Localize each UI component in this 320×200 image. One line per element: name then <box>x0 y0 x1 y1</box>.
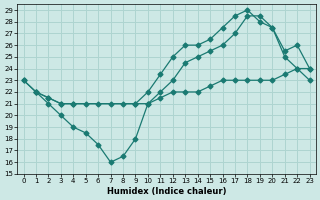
X-axis label: Humidex (Indice chaleur): Humidex (Indice chaleur) <box>107 187 226 196</box>
